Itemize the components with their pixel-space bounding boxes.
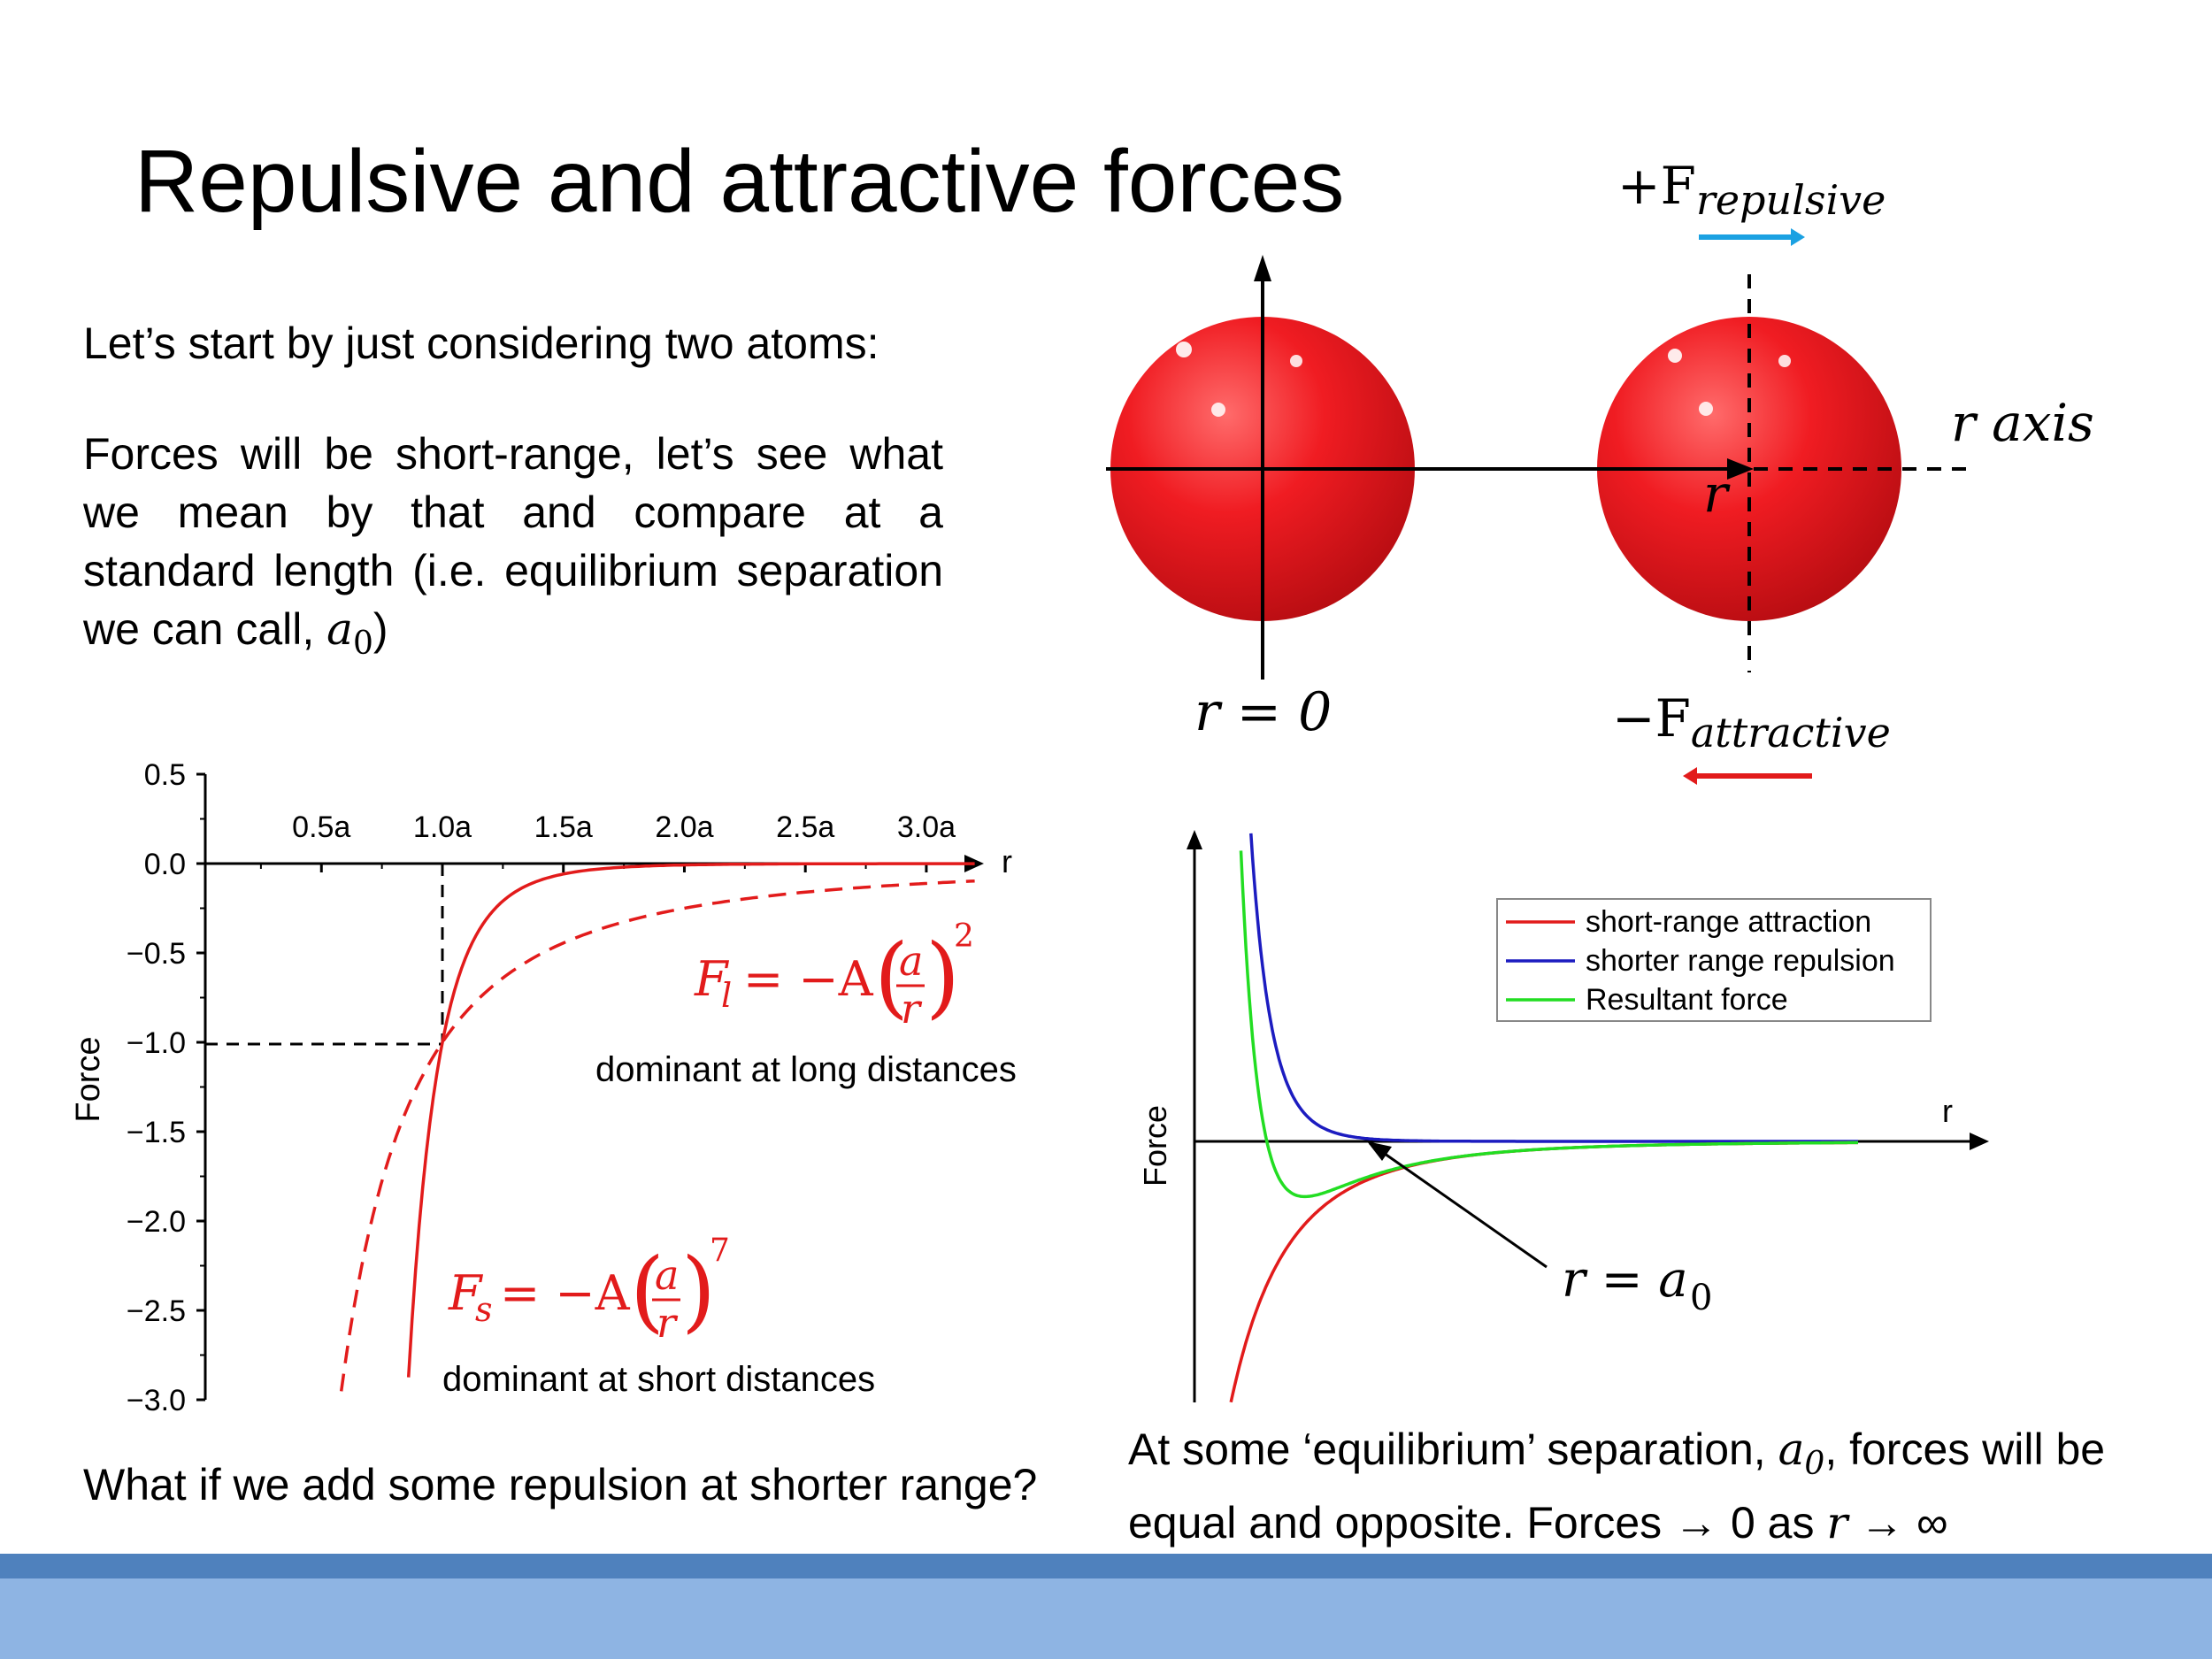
y-tick-label: −2.0 — [127, 1205, 186, 1239]
eq-long-sub: l — [721, 976, 732, 1015]
conclusion-part1: At some ‘equilibrium’ separation, — [1128, 1425, 1778, 1474]
conclusion-r: r — [1826, 1497, 1848, 1548]
y-tick-label: −2.5 — [127, 1294, 186, 1328]
left-chart-x-label: r — [1002, 843, 1012, 879]
paragraph-text: Forces will be short-range, let’s see wh… — [83, 429, 943, 654]
legend-item-repulsion: shorter range repulsion — [1586, 944, 1895, 978]
eq-short-paren-left: ( — [630, 1239, 664, 1342]
short-distance-label: dominant at short distances — [442, 1360, 875, 1399]
a0-symbol: a — [326, 603, 353, 655]
right-chart-y-label: Force — [1137, 1105, 1173, 1187]
eq-short-exp: 7 — [710, 1233, 730, 1269]
x-tick-label: 1.5a — [534, 810, 593, 844]
footer-bar-dark — [0, 1554, 2212, 1578]
equilibrium-subscript: 0 — [1690, 1278, 1712, 1318]
r-zero-label: r = 0 — [1194, 681, 1332, 743]
right-chart-legend: short-range attraction shorter range rep… — [1496, 898, 1932, 1022]
eq-long-paren-right: ) — [926, 925, 960, 1028]
r-axis-label: r axis — [1951, 393, 2094, 453]
left-chart-ticks: 0.5 0.0 −0.5 −1.0 −1.5 −2.0 −2.5 −3.0 0.5a 1.0a 1.… — [127, 758, 956, 1417]
eq-short-lhs: F — [448, 1265, 484, 1321]
left-chart-y-label: Force — [70, 1036, 107, 1122]
intro-text: Let’s start by just considering two atom… — [83, 319, 879, 368]
conclusion-arrow: → ∞ — [1847, 1498, 1948, 1548]
attractive-sign: −F — [1612, 688, 1691, 749]
r-label: r — [1703, 464, 1731, 524]
eq-long-exp: 2 — [954, 918, 974, 955]
x-tick-label: 2.5a — [776, 810, 834, 844]
repulsive-arrowhead — [1791, 228, 1805, 246]
resultant-curve — [1239, 850, 1858, 1199]
attractive-arrowhead — [1683, 767, 1697, 785]
atom-highlight — [1290, 355, 1302, 367]
attractive-subscript: attractive — [1691, 709, 1891, 757]
eq-short-paren-right: ) — [681, 1239, 716, 1342]
right-force-chart: r Force short-range attraction shorter r… — [1137, 830, 1989, 1403]
page-title: Repulsive and attractive forces — [134, 132, 1345, 231]
vertical-axis-arrowhead — [1254, 255, 1271, 281]
right-chart-x-label: r — [1942, 1093, 1953, 1129]
y-tick-label: 0.5 — [144, 758, 186, 792]
eq-short-den: r — [657, 1299, 679, 1347]
two-atoms-diagram: +Frepulsive −Fattractive r axis r r = 0 — [1106, 159, 2094, 785]
eq-short-sub: s — [475, 1290, 493, 1329]
right-chart-y-arrowhead — [1187, 830, 1202, 849]
footer-bar-light — [0, 1578, 2212, 1659]
conclusion-a-sub: 0 — [1804, 1446, 1825, 1482]
right-chart-x-arrowhead — [1970, 1133, 1989, 1150]
long-range-equation: F l = −A ( a r ) 2 — [694, 918, 974, 1033]
long-distance-label: dominant at long distances — [595, 1050, 1017, 1089]
eq-long-num: a — [899, 937, 923, 985]
conclusion-part2: , forces will be equal and opposite. For… — [1128, 1425, 2106, 1548]
eq-long-den: r — [901, 985, 923, 1033]
atom-highlight — [1211, 403, 1225, 417]
repulsion-curve — [1249, 833, 1858, 1143]
paragraph-close: ) — [373, 604, 388, 654]
short-range-curve — [406, 862, 975, 1378]
eq-short-rhs: = −A — [500, 1265, 631, 1321]
short-range-equation: F s = −A ( a r ) 7 — [448, 1233, 730, 1347]
conclusion-text: At some ‘equilibrium’ separation, a0, fo… — [1128, 1420, 2172, 1553]
atom-highlight — [1699, 402, 1713, 416]
conclusion-a: a — [1778, 1424, 1805, 1475]
long-range-curve — [339, 879, 975, 1392]
r-axis-arrowhead — [1727, 458, 1754, 480]
equilibrium-label: r = a — [1562, 1251, 1688, 1309]
x-tick-label: 0.5a — [292, 810, 350, 844]
question-text: What if we add some repulsion at shorter… — [83, 1460, 1038, 1509]
repulsive-subscript: repulsive — [1696, 176, 1886, 224]
legend-item-resultant: Resultant force — [1586, 983, 1788, 1017]
y-tick-label: 0.0 — [144, 848, 186, 881]
y-tick-label: −0.5 — [127, 937, 186, 971]
attractive-label: −Fattractive — [1612, 688, 1891, 757]
eq-long-rhs: = −A — [743, 951, 874, 1007]
repulsive-sign: +F — [1617, 159, 1696, 216]
repulsive-label: +Frepulsive — [1617, 159, 1886, 224]
y-tick-label: −1.5 — [127, 1116, 186, 1149]
atom-highlight — [1668, 349, 1682, 363]
equilibrium-pointer-head — [1367, 1141, 1392, 1161]
eq-long-paren-left: ( — [874, 925, 909, 1028]
eq-long-lhs: F — [694, 951, 730, 1007]
eq-short-num: a — [655, 1251, 679, 1299]
legend-item-attraction: short-range attraction — [1586, 905, 1871, 939]
a0-subscript: 0 — [352, 626, 373, 662]
atom-highlight — [1176, 342, 1192, 357]
y-tick-label: −1.0 — [127, 1026, 186, 1060]
x-tick-label: 3.0a — [897, 810, 956, 844]
atom-highlight — [1778, 355, 1791, 367]
x-tick-label: 2.0a — [655, 810, 713, 844]
x-tick-label: 1.0a — [413, 810, 472, 844]
equilibrium-pointer — [1369, 1141, 1548, 1269]
intro-paragraph: Forces will be short-range, let’s see wh… — [83, 425, 943, 673]
y-tick-label: −3.0 — [127, 1384, 186, 1417]
attraction-curve — [1229, 1141, 1858, 1403]
left-force-chart: 0.5 0.0 −0.5 −1.0 −1.5 −2.0 −2.5 −3.0 0.5a 1.0a 1.… — [70, 758, 1017, 1417]
